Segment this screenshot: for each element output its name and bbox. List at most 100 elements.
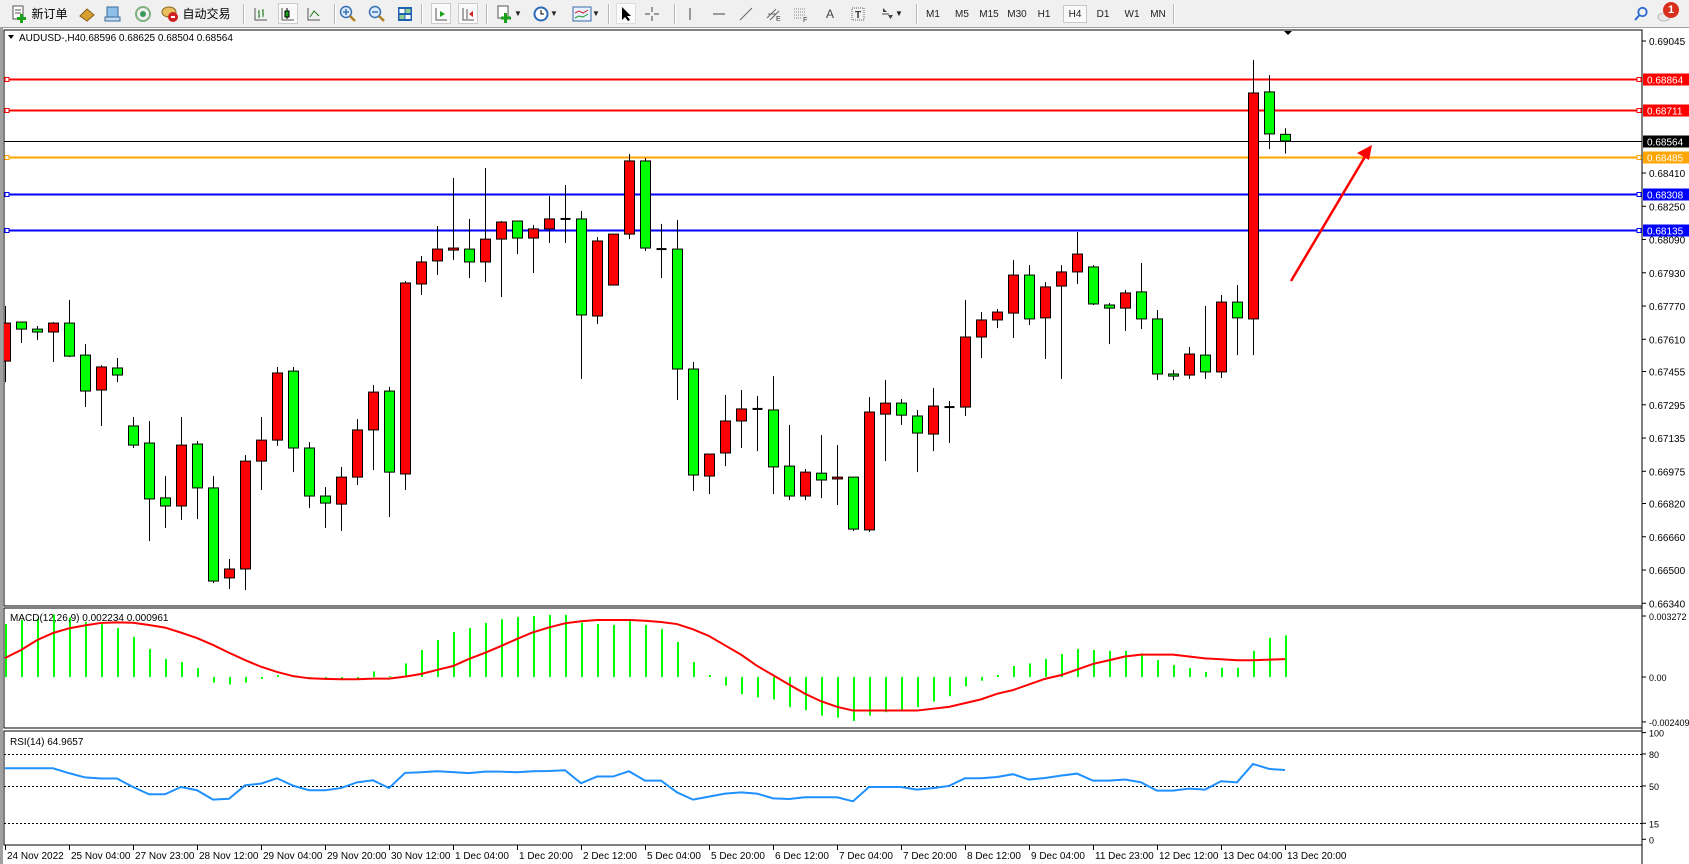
auto-trading-button[interactable]: 自动交易 <box>160 3 232 24</box>
timeframe-h1[interactable]: H1 <box>1037 8 1051 20</box>
fibonacci-tool[interactable]: F <box>791 3 811 24</box>
crosshair-tool-button[interactable] <box>643 3 661 24</box>
text-tool-letter: A <box>825 6 834 21</box>
line-handle <box>4 155 10 160</box>
market-watch-button[interactable] <box>78 3 96 24</box>
trendline-tool[interactable] <box>737 3 755 24</box>
chart-shift-marker[interactable] <box>1284 31 1292 35</box>
bear-candle-body <box>1168 373 1179 377</box>
macd-histogram-bar <box>437 640 439 677</box>
auto-scroll-button[interactable] <box>431 3 451 24</box>
rsi-axis-label: 80 <box>1649 750 1659 760</box>
candle <box>480 168 491 283</box>
zoom-in-button[interactable] <box>339 3 357 24</box>
arrow-annotation[interactable] <box>1289 145 1372 282</box>
macd-axis-label: 0.003272 <box>1649 612 1687 622</box>
timeframe-m1[interactable]: M1 <box>926 8 940 20</box>
rsi-axis-label: 50 <box>1649 782 1659 792</box>
tile-windows-button[interactable] <box>396 3 414 24</box>
timeframe-m30[interactable]: M30 <box>1007 8 1027 20</box>
bear-candle-body <box>144 442 155 500</box>
notification-badge[interactable]: 1 <box>1663 2 1679 18</box>
candle <box>992 308 1003 329</box>
macd-histogram-bar <box>149 649 151 677</box>
line-handle <box>1636 155 1642 160</box>
arrow-line[interactable] <box>1289 154 1368 282</box>
navigator-button[interactable] <box>104 3 122 24</box>
macd-histogram-bar <box>709 675 711 677</box>
candlestick-chart-button[interactable] <box>278 3 298 24</box>
time-label: 7 Dec 20:00 <box>903 851 957 862</box>
new-order-button[interactable]: 新订单 <box>8 3 72 24</box>
timeframe-m15[interactable]: M15 <box>979 8 999 20</box>
rsi-pane[interactable] <box>3 730 1643 846</box>
equidistant-channel-tool[interactable]: E <box>764 3 784 24</box>
price-tick-label: 0.68090 <box>1649 236 1686 247</box>
candles <box>4 59 1291 590</box>
macd-histogram-bar <box>901 677 903 711</box>
vertical-line-tool[interactable] <box>681 3 699 24</box>
candle <box>1008 260 1019 339</box>
macd-histogram-bar <box>917 677 919 708</box>
price-tick-label: 0.68250 <box>1649 202 1686 213</box>
text-label-tool[interactable]: T <box>849 3 867 24</box>
cursor-tool-button[interactable] <box>616 3 636 24</box>
bull-candle-body <box>592 240 603 317</box>
price-axis[interactable]: 0.69045 0.68410 0.68250 0.68090 0.67930 0.677… <box>1641 30 1686 864</box>
candle <box>224 559 235 589</box>
macd-histogram-bar <box>725 677 727 686</box>
price-label-box <box>1643 104 1689 117</box>
signals-button[interactable] <box>134 3 152 24</box>
timeframe-w1[interactable]: W1 <box>1124 8 1140 20</box>
chart-shift-button[interactable] <box>458 3 478 24</box>
bull-candle-body <box>48 322 59 333</box>
bar-chart-button[interactable] <box>252 3 270 24</box>
signal-icon <box>134 5 152 23</box>
candle <box>208 476 219 584</box>
bull-candle-body <box>416 261 427 285</box>
macd-histogram-bar <box>197 668 199 677</box>
price-pane[interactable] <box>3 29 1643 607</box>
timeframe-m5[interactable]: M5 <box>955 8 969 20</box>
text-tool[interactable]: A <box>821 3 839 24</box>
horizontal-line-tool[interactable] <box>710 3 728 24</box>
arrows-dropdown[interactable]: ▼ <box>874 3 908 24</box>
candle <box>624 154 635 240</box>
bear-candle-body <box>304 447 315 497</box>
rsi-axis: 100 80 50 15 0 <box>1642 729 1664 845</box>
collapse-triangle-icon[interactable] <box>8 35 14 39</box>
macd-histogram-bar <box>453 632 455 677</box>
price-label-box <box>1643 224 1689 237</box>
bull-candle-body <box>928 405 939 435</box>
candle <box>608 233 619 286</box>
bear-candle-body <box>1152 318 1163 375</box>
timeframe-mn[interactable]: MN <box>1150 8 1166 20</box>
price-label: 0.68564 <box>1647 138 1684 149</box>
timeframe-h4[interactable]: H4 <box>1063 5 1087 23</box>
chevron-down-icon: ▼ <box>895 9 903 18</box>
macd-histogram-bar <box>933 677 935 702</box>
bear-candle-body <box>1200 354 1211 373</box>
fibonacci-icon: F <box>792 6 810 22</box>
search-button[interactable] <box>1632 3 1650 24</box>
bear-candle-body <box>688 368 699 476</box>
line-chart-button[interactable] <box>305 3 323 24</box>
bull-candle-body <box>240 460 251 570</box>
zoom-out-button[interactable] <box>368 3 386 24</box>
macd-histogram-bar <box>853 677 855 721</box>
time-label: 5 Dec 20:00 <box>711 851 765 862</box>
templates-dropdown[interactable]: ▼ <box>569 3 603 24</box>
price-label: 0.68308 <box>1647 191 1684 202</box>
price-label-box <box>1643 151 1689 164</box>
search-icon <box>1633 6 1649 22</box>
timeframe-d1[interactable]: D1 <box>1096 8 1110 20</box>
indicators-dropdown[interactable]: ▼ <box>494 3 524 24</box>
bear-candle-body <box>288 370 299 449</box>
price-label: 0.68864 <box>1647 76 1684 87</box>
time-label: 13 Dec 04:00 <box>1223 851 1283 862</box>
periods-dropdown[interactable]: ▼ <box>530 3 560 24</box>
macd-histogram-bar <box>837 677 839 718</box>
bear-candle-body <box>912 415 923 434</box>
bear-candle-body <box>640 160 651 249</box>
